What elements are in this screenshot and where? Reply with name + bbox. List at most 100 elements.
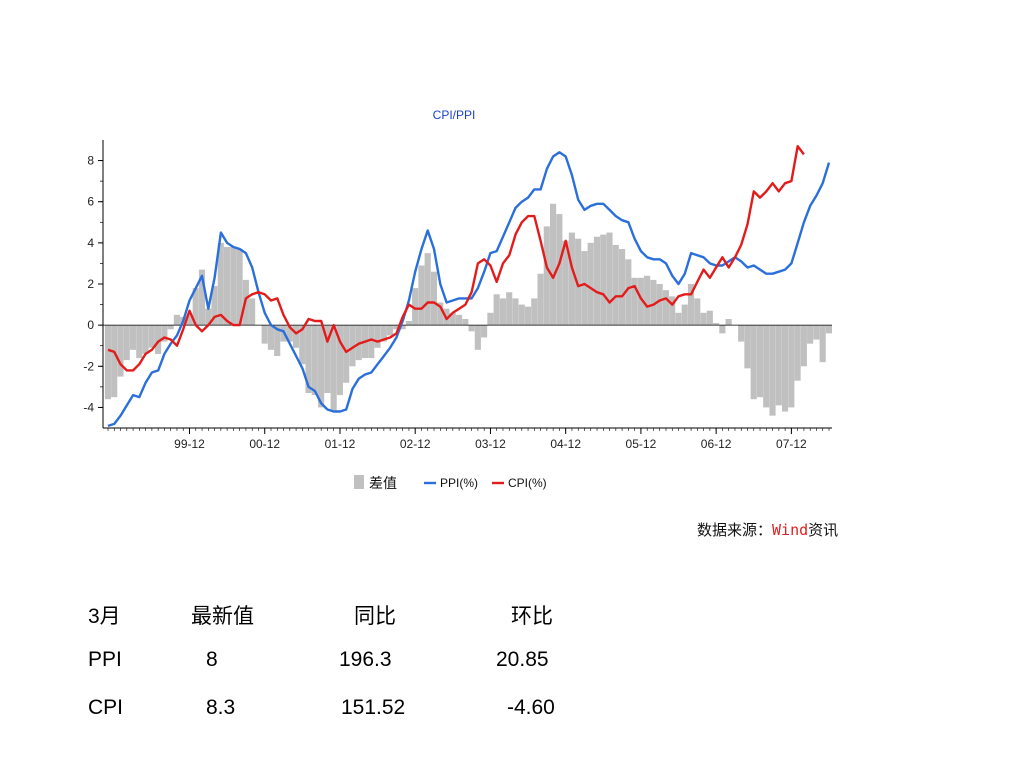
diff-bar	[299, 325, 306, 365]
x-tick-label: 03-12	[475, 437, 506, 451]
diff-bar	[493, 294, 500, 326]
diff-bar	[562, 240, 569, 326]
diff-bar	[656, 284, 663, 326]
legend-cpi-label: CPI(%)	[508, 476, 547, 490]
diff-bar	[800, 325, 807, 367]
diff-bar	[512, 298, 519, 326]
diff-bar	[387, 325, 394, 336]
diff-bar	[343, 325, 350, 383]
diff-bar	[424, 253, 431, 326]
diff-bar	[305, 325, 312, 394]
chart-title: CPI/PPI	[433, 108, 476, 122]
diff-bar	[719, 325, 726, 334]
diff-bar	[186, 314, 193, 326]
row-latest: 8.3	[206, 696, 236, 719]
y-tick-label: -2	[83, 359, 94, 373]
diff-bar	[600, 234, 607, 326]
diff-bar	[336, 325, 343, 396]
legend-ppi-label: PPI(%)	[440, 476, 478, 490]
diff-bar	[825, 325, 833, 334]
diff-bar	[155, 325, 162, 354]
x-tick-label: 04-12	[550, 437, 581, 451]
row-mom: -4.60	[507, 696, 555, 719]
diff-bar	[324, 325, 331, 394]
diff-bar	[700, 312, 707, 326]
x-tick-label: 02-12	[400, 437, 431, 451]
chart-legend: 差值 PPI(%) CPI(%)	[354, 475, 547, 492]
row-yoy: 196.3	[339, 648, 392, 671]
diff-bar	[543, 226, 550, 326]
diff-bar	[267, 325, 275, 350]
diff-bar	[706, 310, 713, 326]
diff-bar	[217, 242, 224, 326]
diff-bar	[650, 279, 657, 326]
diff-bar	[292, 325, 300, 348]
diff-bar	[380, 325, 387, 342]
diff-bar	[631, 277, 638, 326]
row-label: CPI	[88, 696, 124, 719]
header-latest: 最新值	[191, 605, 254, 628]
diff-bar	[449, 312, 456, 326]
diff-bar	[374, 325, 381, 348]
diff-bar	[687, 284, 695, 326]
diff-bar	[236, 249, 243, 326]
cpi-line	[107, 145, 805, 372]
diff-bar	[756, 325, 764, 398]
row-label: PPI	[88, 648, 122, 671]
diff-bar	[198, 269, 206, 326]
diff-bar	[148, 325, 155, 348]
legend-diff-swatch	[354, 475, 364, 489]
diff-bar	[418, 265, 425, 326]
diff-bar	[769, 325, 776, 416]
diff-bar	[531, 298, 538, 326]
diff-bar	[261, 325, 268, 344]
diff-bar	[167, 325, 174, 330]
diff-bar	[662, 290, 669, 326]
diff-bar	[713, 323, 720, 326]
x-tick-label: 05-12	[626, 437, 657, 451]
diff-bar	[537, 273, 544, 326]
diff-bar	[430, 271, 438, 326]
y-tick-label: 4	[87, 236, 94, 250]
row-latest: 8	[206, 648, 218, 671]
diff-bar	[455, 314, 463, 326]
diff-bar	[311, 325, 318, 396]
difference-bars	[104, 203, 833, 416]
diff-bar	[142, 325, 149, 354]
diff-bar	[499, 298, 506, 326]
diff-bar	[744, 325, 751, 369]
y-tick-label: 6	[87, 195, 94, 209]
diff-bar	[506, 292, 513, 326]
diff-bar	[393, 325, 400, 330]
x-tick-label: 99-12	[174, 437, 205, 451]
diff-bar	[593, 236, 601, 326]
y-tick-label: 8	[87, 154, 94, 168]
diff-bar	[136, 325, 143, 359]
diff-bar	[192, 288, 199, 326]
diff-bar	[405, 321, 412, 326]
diff-bar	[568, 232, 575, 326]
y-axis-ticks: 8 6 4 2 0 -2 -4	[83, 154, 103, 414]
diff-bar	[781, 325, 789, 412]
diff-bar	[129, 325, 137, 350]
row-mom: 20.85	[496, 648, 549, 671]
diff-bar	[330, 325, 337, 412]
cpi-ppi-chart: CPI/PPI 8 6 4 2 0 -2 -4 99-12 00-12 01-12 02-12 03…	[83, 108, 833, 492]
diff-bar	[807, 325, 814, 344]
diff-bar	[111, 325, 118, 398]
diff-bar	[104, 325, 112, 400]
diff-bar	[274, 325, 281, 356]
diff-bar	[644, 275, 651, 326]
diff-bar	[606, 232, 613, 326]
diff-bar	[518, 304, 525, 326]
x-tick-label: 07-12	[776, 437, 807, 451]
diff-bar	[625, 259, 632, 326]
diff-bar	[117, 325, 124, 377]
cpi-line-series	[107, 145, 805, 372]
header-mom: 环比	[511, 605, 553, 628]
diff-bar	[412, 288, 419, 326]
diff-bar	[481, 325, 488, 338]
data-source-note: 数据来源：Wind资讯	[697, 519, 838, 540]
diff-bar	[587, 242, 594, 326]
diff-bar	[819, 325, 826, 363]
